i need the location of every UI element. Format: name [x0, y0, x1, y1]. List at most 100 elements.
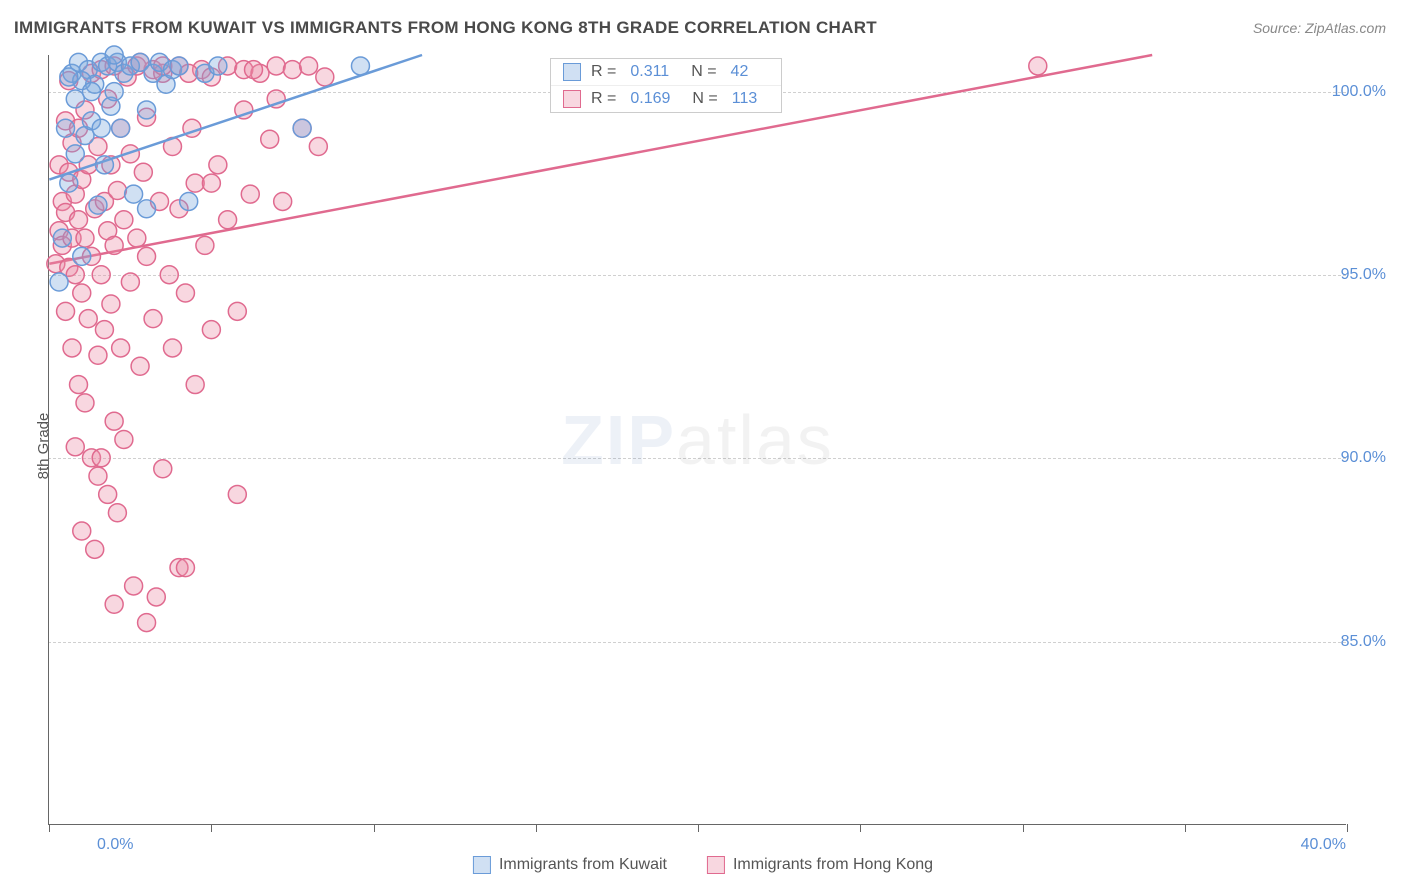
legend-swatch-hongkong-bottom [707, 856, 725, 874]
r-value-hongkong: 0.169 [630, 90, 670, 108]
data-point-hongkong [73, 522, 91, 540]
data-point-hongkong [164, 339, 182, 357]
data-point-hongkong [209, 156, 227, 174]
data-point-hongkong [202, 321, 220, 339]
data-point-hongkong [176, 284, 194, 302]
data-point-kuwait [50, 273, 68, 291]
data-point-kuwait [82, 83, 100, 101]
plot-area: 0.0% 40.0% ZIPatlas [48, 55, 1346, 825]
data-point-hongkong [76, 229, 94, 247]
data-point-kuwait [112, 119, 130, 137]
data-point-hongkong [66, 266, 84, 284]
x-tick [374, 824, 375, 832]
data-point-kuwait [66, 145, 84, 163]
data-point-hongkong [131, 357, 149, 375]
data-point-kuwait [60, 68, 78, 86]
data-point-hongkong [105, 595, 123, 613]
data-point-hongkong [73, 284, 91, 302]
data-point-hongkong [219, 211, 237, 229]
data-point-kuwait [66, 90, 84, 108]
data-point-hongkong [261, 130, 279, 148]
legend-swatch-kuwait [563, 63, 581, 81]
data-point-hongkong [121, 273, 139, 291]
y-tick-label: 90.0% [1341, 449, 1386, 467]
data-point-kuwait [138, 101, 156, 119]
source-link[interactable]: ZipAtlas.com [1305, 20, 1386, 36]
data-point-hongkong [79, 310, 97, 328]
data-point-hongkong [1029, 57, 1047, 75]
x-axis-label-max: 40.0% [1301, 836, 1346, 854]
legend-swatch-hongkong [563, 90, 581, 108]
x-tick [860, 824, 861, 832]
data-point-hongkong [186, 174, 204, 192]
data-point-hongkong [105, 236, 123, 254]
data-point-hongkong [300, 57, 318, 75]
data-point-hongkong [102, 295, 120, 313]
source-label: Source: [1253, 20, 1301, 36]
legend-row-hongkong: R = 0.169 N = 113 [551, 86, 781, 112]
data-point-kuwait [105, 83, 123, 101]
legend-label-kuwait: Immigrants from Kuwait [499, 856, 667, 874]
series-legend: Immigrants from Kuwait Immigrants from H… [473, 856, 933, 874]
n-value-hongkong: 113 [732, 90, 758, 108]
data-point-hongkong [86, 540, 104, 558]
data-point-kuwait [293, 119, 311, 137]
data-point-kuwait [125, 185, 143, 203]
data-point-kuwait [138, 200, 156, 218]
x-tick [1185, 824, 1186, 832]
data-point-kuwait [89, 196, 107, 214]
legend-row-kuwait: R = 0.311 N = 42 [551, 59, 781, 86]
data-point-hongkong [241, 185, 259, 203]
data-point-hongkong [147, 588, 165, 606]
x-tick [1023, 824, 1024, 832]
data-point-hongkong [89, 346, 107, 364]
data-point-kuwait [180, 192, 198, 210]
r-value-kuwait: 0.311 [630, 63, 669, 81]
x-tick [211, 824, 212, 832]
data-point-kuwait [209, 57, 227, 75]
chart-container: IMMIGRANTS FROM KUWAIT VS IMMIGRANTS FRO… [0, 0, 1406, 892]
data-point-hongkong [92, 266, 110, 284]
correlation-legend: R = 0.311 N = 42 R = 0.169 N = 113 [550, 58, 782, 113]
data-point-hongkong [76, 394, 94, 412]
data-point-hongkong [228, 302, 246, 320]
x-tick [698, 824, 699, 832]
data-point-hongkong [316, 68, 334, 86]
data-point-hongkong [108, 182, 126, 200]
data-point-hongkong [274, 192, 292, 210]
data-point-kuwait [170, 57, 188, 75]
data-point-kuwait [92, 119, 110, 137]
data-point-kuwait [73, 247, 91, 265]
data-point-hongkong [283, 61, 301, 79]
y-tick-label: 85.0% [1341, 633, 1386, 651]
data-point-hongkong [105, 412, 123, 430]
data-point-hongkong [228, 485, 246, 503]
data-point-hongkong [70, 211, 88, 229]
n-value-kuwait: 42 [731, 63, 749, 81]
data-point-hongkong [245, 61, 263, 79]
data-point-hongkong [186, 376, 204, 394]
data-point-kuwait [105, 46, 123, 64]
data-point-hongkong [160, 266, 178, 284]
data-point-hongkong [309, 138, 327, 156]
x-tick [536, 824, 537, 832]
data-point-hongkong [108, 504, 126, 522]
y-tick-label: 95.0% [1341, 266, 1386, 284]
data-point-hongkong [176, 559, 194, 577]
data-point-hongkong [138, 247, 156, 265]
r-label-hongkong: R = [591, 90, 616, 108]
data-point-kuwait [95, 156, 113, 174]
data-point-hongkong [112, 339, 130, 357]
x-tick [1347, 824, 1348, 832]
legend-item-kuwait: Immigrants from Kuwait [473, 856, 667, 874]
data-point-hongkong [125, 577, 143, 595]
x-axis-label-min: 0.0% [97, 836, 133, 854]
data-point-hongkong [63, 339, 81, 357]
n-label-hongkong: N = [692, 90, 717, 108]
chart-title: IMMIGRANTS FROM KUWAIT VS IMMIGRANTS FRO… [14, 18, 877, 38]
x-tick [49, 824, 50, 832]
data-point-hongkong [154, 460, 172, 478]
r-label-kuwait: R = [591, 63, 616, 81]
data-point-hongkong [115, 431, 133, 449]
data-point-hongkong [144, 310, 162, 328]
